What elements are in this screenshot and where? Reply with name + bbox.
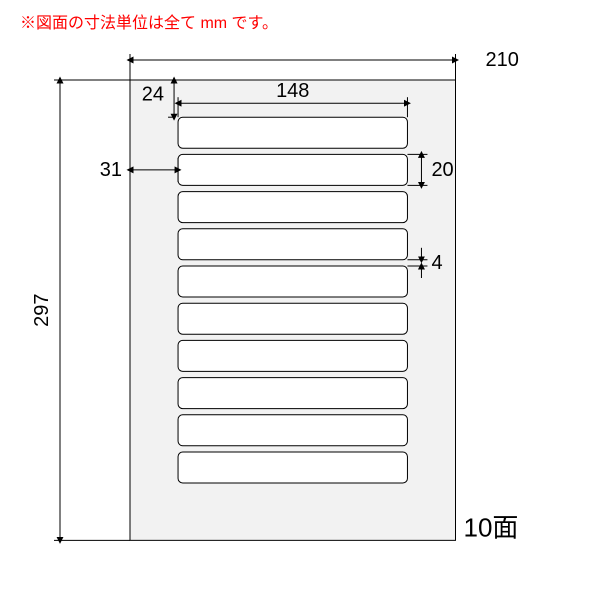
dimension-value: 148 bbox=[276, 80, 309, 102]
label-cell bbox=[178, 229, 407, 260]
faces-label: 10面 bbox=[464, 512, 519, 542]
label-cell bbox=[178, 415, 407, 446]
label-cell bbox=[178, 452, 407, 483]
unit-note: ※図面の寸法単位は全て mm です。 bbox=[20, 14, 278, 32]
dimension-value: 24 bbox=[142, 84, 164, 106]
label-cell bbox=[178, 117, 407, 148]
dimension-value: 297 bbox=[31, 293, 53, 326]
dimension-value: 210 bbox=[486, 49, 519, 71]
dimension-value: 20 bbox=[431, 159, 453, 181]
dimension-value: 4 bbox=[431, 252, 442, 274]
label-cell bbox=[178, 378, 407, 409]
label-cell bbox=[178, 303, 407, 334]
label-cell bbox=[178, 266, 407, 297]
label-cell bbox=[178, 192, 407, 223]
label-sheet-diagram: ※図面の寸法単位は全て mm です。 210 148 24 31 20 4 297 10面 bbox=[0, 0, 601, 601]
label-cell bbox=[178, 154, 407, 185]
dimension-value: 31 bbox=[100, 159, 122, 181]
label-cell bbox=[178, 340, 407, 371]
